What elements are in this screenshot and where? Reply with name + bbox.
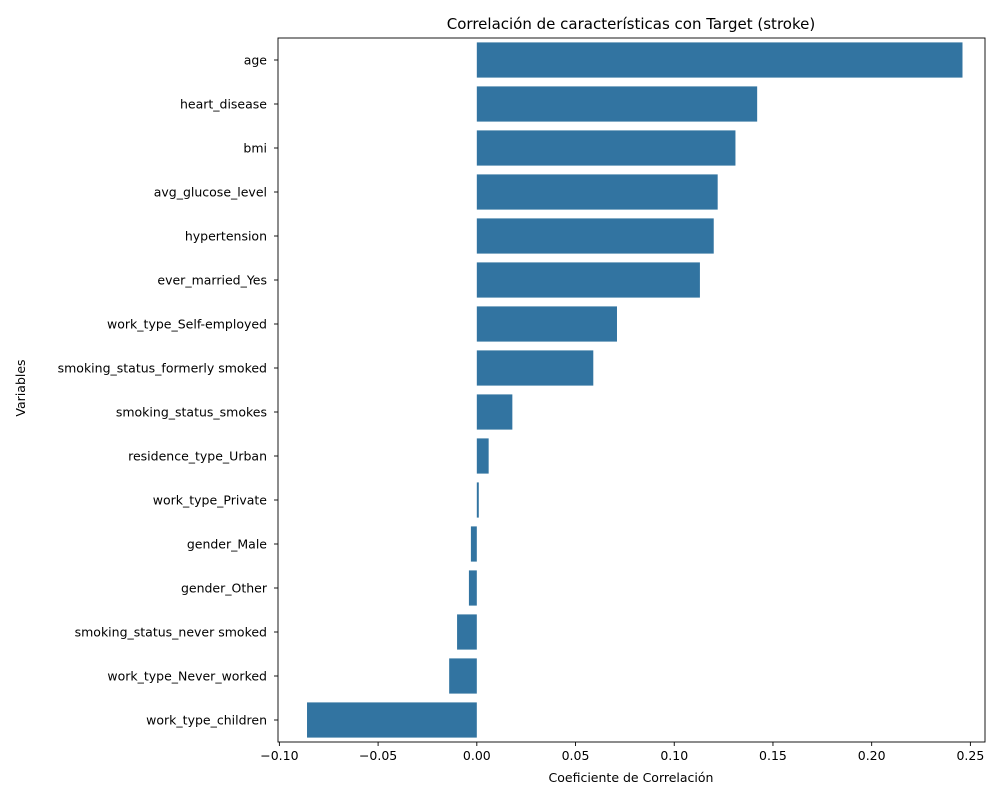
bar-work-type-self-employed — [476, 306, 617, 342]
x-tick-label: 0.10 — [660, 748, 688, 763]
bar-hypertension — [476, 218, 714, 254]
bar-residence-type-urban — [476, 438, 489, 474]
chart-title: Correlación de características con Targe… — [447, 15, 815, 33]
bar-gender-other — [468, 570, 477, 606]
bars-group — [307, 42, 963, 738]
bar-smoking-status-formerly-smoked — [476, 350, 594, 386]
bar-age — [476, 42, 963, 78]
bar-work-type-children — [307, 702, 477, 738]
y-tick-label: smoking_status_smokes — [116, 405, 267, 420]
y-tick-label: work_type_Never_worked — [107, 669, 267, 684]
y-tick-label: smoking_status_formerly smoked — [58, 361, 267, 376]
y-tick-label: residence_type_Urban — [128, 449, 267, 464]
x-tick-label: 0.05 — [562, 748, 590, 763]
y-tick-label: work_type_Self-employed — [107, 317, 267, 332]
y-axis-label: Variables — [13, 359, 28, 416]
bar-ever-married-yes — [476, 262, 700, 298]
y-tick-label: ever_married_Yes — [157, 273, 267, 288]
x-tick-label: −0.10 — [260, 748, 298, 763]
bar-smoking-status-never-smoked — [457, 614, 477, 650]
bar-heart-disease — [476, 86, 758, 122]
y-tick-label: hypertension — [185, 229, 267, 244]
bar-work-type-private — [476, 482, 479, 518]
bar-avg-glucose-level — [476, 174, 718, 210]
y-tick-label: age — [244, 53, 268, 68]
x-tick-label: 0.20 — [858, 748, 886, 763]
bar-bmi — [476, 130, 736, 166]
y-tick-label: bmi — [243, 141, 267, 156]
plot-frame — [277, 37, 986, 743]
y-tick-label: heart_disease — [180, 97, 267, 112]
y-tick-label: avg_glucose_level — [154, 185, 267, 200]
x-tick-label: 0.25 — [956, 748, 984, 763]
bar-gender-male — [470, 526, 477, 562]
y-tick-label: work_type_children — [146, 713, 267, 728]
bar-work-type-never-worked — [449, 658, 477, 694]
x-tick-label: 0.15 — [759, 748, 787, 763]
x-axis-label: Coeficiente de Correlación — [549, 770, 714, 785]
y-tick-label: gender_Male — [187, 537, 267, 552]
x-axis-ticks: −0.10 −0.05 0.00 0.05 0.10 0.15 0.20 0.25 — [260, 742, 984, 763]
y-tick-label: smoking_status_never smoked — [75, 625, 267, 640]
y-tick-label: gender_Other — [181, 581, 268, 596]
y-tick-label: work_type_Private — [153, 493, 268, 508]
x-tick-label: −0.05 — [359, 748, 397, 763]
x-tick-label: 0.00 — [463, 748, 491, 763]
bar-smoking-status-smokes — [476, 394, 513, 430]
